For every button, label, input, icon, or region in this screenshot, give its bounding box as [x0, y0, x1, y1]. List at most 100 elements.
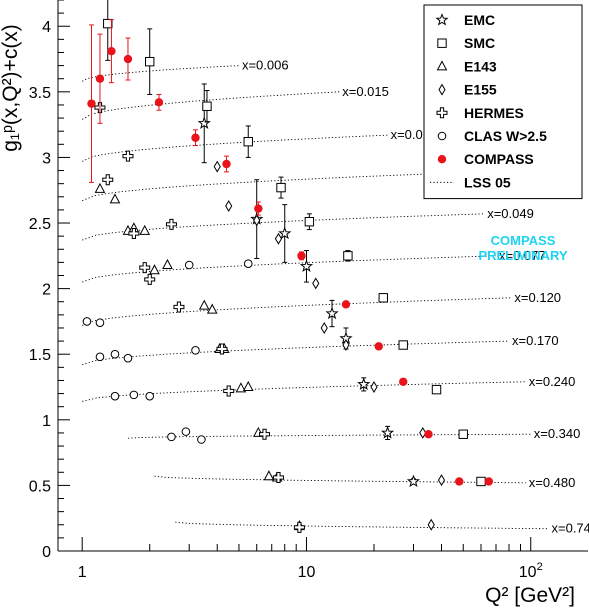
data-point: [357, 377, 371, 390]
data-point: [145, 56, 155, 67]
data-point: [276, 182, 286, 193]
data-point: [225, 199, 233, 212]
fit-curve-label: x=0.340: [534, 426, 581, 441]
series-emc: [197, 83, 421, 488]
data-point: [144, 273, 156, 285]
data-point: [312, 277, 320, 290]
annotation-line-1: COMPASS: [491, 233, 556, 248]
data-point: [139, 262, 151, 274]
data-point: [87, 99, 96, 108]
data-point: [216, 343, 228, 355]
fit-curve: [81, 91, 340, 120]
data-point: [484, 477, 493, 486]
data-point: [145, 391, 155, 401]
data-point: [398, 340, 408, 350]
data-point: [223, 385, 235, 397]
data-point: [122, 150, 134, 162]
y-tick-label: 2.5: [29, 216, 51, 233]
data-point: [278, 226, 292, 240]
fit-curve: [175, 521, 549, 530]
x-tick-label: 10: [298, 564, 316, 581]
y-tick-label: 4: [42, 19, 51, 36]
data-point: [202, 101, 212, 111]
data-point: [94, 182, 106, 193]
data-point: [149, 264, 160, 275]
data-point: [243, 259, 253, 268]
data-point: [165, 218, 177, 230]
legend-label: COMPASS: [464, 151, 534, 167]
fit-curve: [82, 172, 449, 202]
data-point: [102, 174, 114, 186]
y-tick-label: 1: [42, 413, 51, 430]
fit-curve-label: x=0.740: [552, 521, 589, 536]
fit-curve-label: x=0.120: [514, 290, 561, 305]
fit-curve-label: x=0.170: [512, 333, 559, 348]
legend: EMC SMC E143 E155 HERMES CLAS W>2.5 COMPASS LSS…: [423, 4, 583, 200]
fit-curve-label: x=0.049: [487, 206, 534, 221]
fit-curve: [82, 255, 497, 283]
y-tick-label: 3: [42, 150, 51, 167]
data-point: [213, 160, 221, 173]
data-point: [343, 251, 353, 261]
x-tick-label: 1: [78, 564, 87, 581]
data-point: [297, 251, 306, 261]
legend-marker: [435, 13, 449, 26]
data-point: [399, 377, 408, 386]
data-point: [103, 18, 113, 29]
y-tick-label: 0.5: [29, 478, 51, 495]
data-point: [427, 518, 435, 531]
x-axis-label: Q² [GeV²]: [485, 584, 575, 607]
legend-label: CLAS W>2.5: [464, 128, 547, 144]
y-tick-label: 3.5: [29, 85, 51, 102]
fit-curve-label: x=0.006: [242, 58, 289, 73]
legend-marker: [436, 107, 448, 119]
y-tick-label: 0: [42, 544, 51, 561]
data-point: [110, 391, 120, 401]
data-point: [173, 301, 185, 313]
data-point: [370, 381, 378, 393]
data-point: [320, 322, 328, 334]
fit-curve-label: x=0.077: [499, 248, 546, 263]
data-point: [181, 427, 191, 436]
data-point: [82, 317, 92, 326]
data-point: [293, 521, 305, 533]
data-point: [476, 476, 486, 487]
data-point: [129, 390, 139, 400]
series-smc: [103, 0, 486, 487]
y-tick-label: 2: [42, 282, 51, 299]
data-point: [274, 232, 283, 245]
data-point: [455, 477, 464, 486]
data-point: [167, 432, 176, 442]
data-point: [123, 353, 133, 363]
data-point: [341, 300, 351, 309]
data-point: [254, 204, 263, 213]
legend-label: SMC: [464, 35, 495, 51]
data-point: [107, 46, 116, 56]
series-e155: [213, 160, 446, 531]
data-point: [95, 74, 105, 83]
data-point: [139, 224, 151, 235]
data-point: [272, 472, 284, 484]
data-point: [128, 228, 140, 240]
y-tick-label: 1.5: [29, 347, 51, 364]
preliminary-annotation: COMPASS PRELIMINARY: [478, 233, 567, 263]
data-point: [406, 474, 421, 488]
data-point: [378, 293, 388, 303]
legend-marker: [437, 155, 447, 164]
fit-curve: [82, 340, 510, 366]
data-point: [191, 345, 200, 355]
data-point: [222, 159, 231, 169]
legend-marker: [438, 83, 446, 96]
fit-curve: [154, 475, 526, 484]
data-point: [437, 474, 446, 487]
y-axis-label: g₁ᵖ(x,Q²)+c(x): [0, 24, 22, 152]
data-point: [259, 428, 271, 440]
data-point: [299, 259, 314, 272]
legend-marker: [436, 60, 448, 71]
data-point: [263, 470, 275, 481]
data-point: [109, 193, 121, 204]
data-point: [304, 217, 315, 227]
data-point: [458, 429, 468, 439]
data-point: [342, 339, 350, 352]
